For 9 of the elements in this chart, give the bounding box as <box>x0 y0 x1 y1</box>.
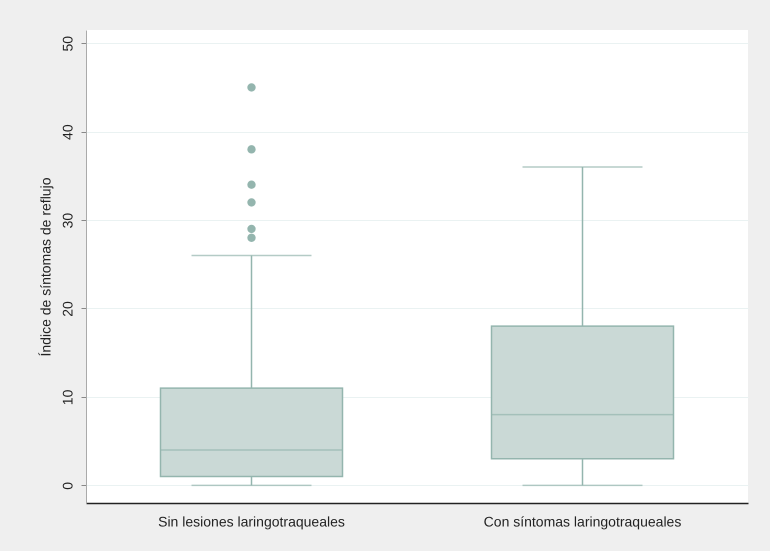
y-tick-label: 30 <box>60 212 76 228</box>
y-tick-label: 10 <box>60 389 76 406</box>
y-tick-label: 20 <box>60 301 76 317</box>
y-tick-label: 50 <box>60 36 76 52</box>
y-axis-title: Índice de síntomas de reflujo <box>38 177 54 356</box>
x-tick-label: Con síntomas laringotraqueales <box>484 514 682 530</box>
y-tick-label: 40 <box>60 124 76 140</box>
x-tick-label: Sin lesiones laringotraqueales <box>158 514 345 530</box>
y-tick-label: 0 <box>60 482 76 490</box>
